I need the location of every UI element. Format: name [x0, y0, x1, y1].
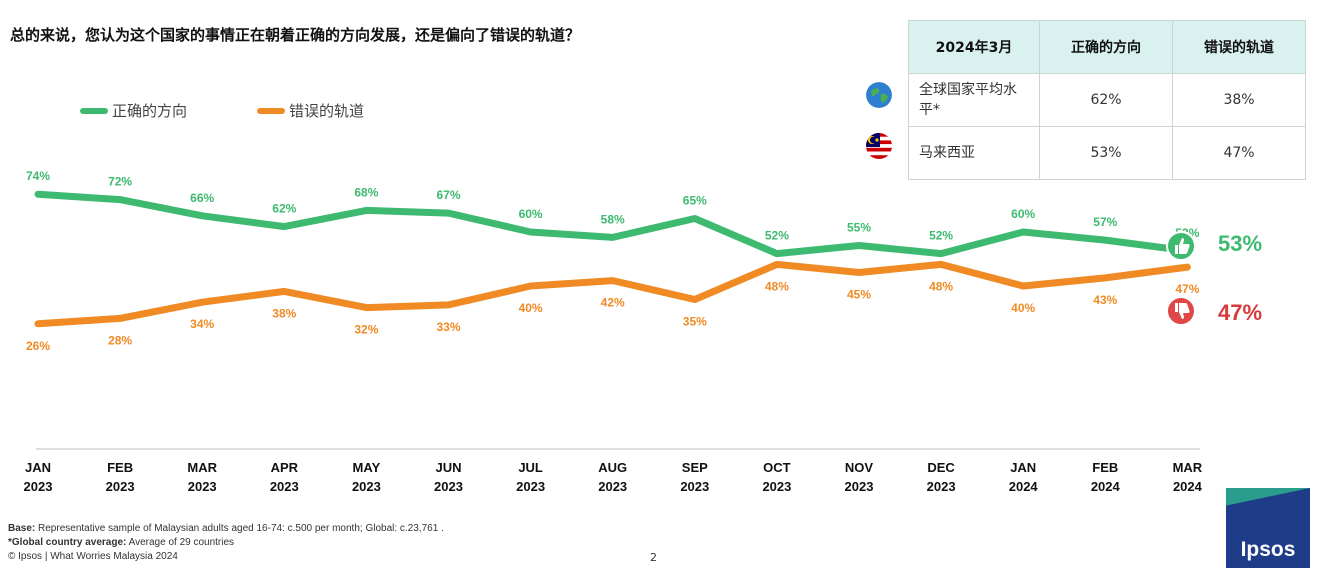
legend-swatch-wrong — [257, 107, 286, 114]
data-label-wrong: 42% — [601, 296, 625, 310]
data-label-right: 52% — [765, 229, 789, 243]
end-value-wrong: 47% — [1218, 300, 1262, 325]
x-tick-label: FEB 2023 — [106, 460, 135, 494]
x-tick-label: APR 2023 — [270, 460, 299, 494]
data-label-wrong: 48% — [765, 279, 789, 293]
data-label-wrong: 32% — [354, 323, 378, 337]
chart-question-title: 总的来说，您认为这个国家的事情正在朝着正确的方向发展，还是偏向了错误的轨道？ — [10, 26, 581, 44]
legend-label-wrong: 错误的轨道 — [289, 102, 365, 120]
x-tick-label: FEB 2024 — [1091, 460, 1121, 494]
legend-item-wrong: 错误的轨道 — [257, 100, 364, 121]
x-tick-label: JUN 2023 — [434, 460, 463, 494]
globe-icon — [866, 82, 892, 108]
data-label-right: 65% — [683, 194, 707, 208]
data-label-right: 62% — [272, 202, 296, 216]
footer-base-text: Representative sample of Malaysian adult… — [35, 523, 444, 534]
row-label-malaysia: 马来西亚 — [908, 126, 1040, 180]
x-tick-label: MAR 2023 — [187, 460, 217, 494]
legend-item-right: 正确的方向 — [80, 100, 187, 121]
data-label-wrong: 28% — [108, 333, 132, 347]
table-row: 全球国家平均水平* 62% 38% — [908, 73, 1306, 127]
page-number: 2 — [650, 551, 657, 564]
footer-global-label: *Global country average: — [8, 537, 127, 548]
legend-swatch-right — [80, 107, 108, 114]
data-label-right: 72% — [108, 175, 132, 189]
x-tick-label: DEC 2023 — [927, 460, 956, 494]
data-label-right: 55% — [847, 221, 871, 235]
data-label-wrong: 45% — [847, 288, 871, 302]
data-label-wrong: 26% — [26, 339, 50, 353]
x-tick-label: JUL 2023 — [516, 460, 545, 494]
header-right: 正确的方向 — [1039, 20, 1173, 74]
row-wrong-global: 38% — [1172, 73, 1306, 127]
data-label-right: 52% — [929, 229, 953, 243]
row-right-malaysia: 53% — [1039, 126, 1173, 180]
thumbs-up-glyph — [1175, 238, 1190, 254]
data-label-wrong: 35% — [683, 315, 707, 329]
ipsos-logo: Ipsos — [1226, 488, 1310, 568]
footer-global: *Global country average: Average of 29 c… — [8, 536, 444, 550]
x-tick-label: OCT 2023 — [762, 460, 791, 494]
x-tick-label: MAY 2023 — [352, 460, 381, 494]
footer-base-label: Base: — [8, 523, 36, 534]
data-label-right: 74% — [26, 169, 50, 183]
end-value-right: 53% — [1218, 231, 1262, 256]
summary-table: 2024年3月 正确的方向 错误的轨道 全球国家平均水平* 62% 38% 马来… — [908, 20, 1306, 180]
data-label-right: 68% — [354, 185, 378, 199]
footer-global-text: Average of 29 countries — [126, 537, 235, 548]
logo-text: Ipsos — [1240, 538, 1296, 561]
thumbs-down-glyph — [1175, 303, 1190, 319]
x-tick-label: AUG 2023 — [598, 460, 627, 494]
series-line-right — [34, 190, 1191, 258]
data-label-wrong: 40% — [1011, 301, 1035, 315]
row-wrong-malaysia: 47% — [1172, 126, 1306, 180]
data-label-right: 66% — [190, 191, 214, 205]
data-label-right: 67% — [436, 188, 460, 202]
data-label-right: 58% — [601, 212, 625, 226]
header-period: 2024年3月 — [908, 20, 1040, 74]
footer-notes: Base: Representative sample of Malaysian… — [8, 522, 444, 564]
x-tick-label: SEP 2023 — [680, 460, 709, 494]
x-tick-label: NOV 2023 — [845, 460, 874, 494]
footer-copyright: © Ipsos | What Worries Malaysia 2024 — [8, 551, 178, 562]
data-label-wrong: 47% — [1175, 282, 1199, 296]
x-tick-label: JAN 2023 — [24, 460, 53, 494]
malaysia-flag-icon — [866, 133, 892, 159]
header-wrong: 错误的轨道 — [1172, 20, 1306, 74]
data-label-right: 57% — [1093, 215, 1117, 229]
data-label-wrong: 34% — [190, 317, 214, 331]
legend-label-right: 正确的方向 — [112, 102, 188, 120]
series-line-wrong — [34, 260, 1191, 328]
chart-legend: 正确的方向 错误的轨道 — [80, 100, 364, 121]
x-tick-label: MAR 2024 — [1173, 460, 1203, 494]
data-label-wrong: 38% — [272, 306, 296, 320]
data-label-wrong: 40% — [519, 301, 543, 315]
data-label-wrong: 43% — [1093, 293, 1117, 307]
footer-base: Base: Representative sample of Malaysian… — [8, 522, 444, 536]
data-label-right: 60% — [1011, 207, 1035, 221]
table-row: 马来西亚 53% 47% — [908, 126, 1306, 180]
data-label-wrong: 33% — [436, 320, 460, 334]
summary-table-header: 2024年3月 正确的方向 错误的轨道 — [908, 20, 1306, 74]
x-tick-label: JAN 2024 — [1009, 460, 1039, 494]
data-label-right: 60% — [519, 207, 543, 221]
data-label-wrong: 48% — [929, 279, 953, 293]
